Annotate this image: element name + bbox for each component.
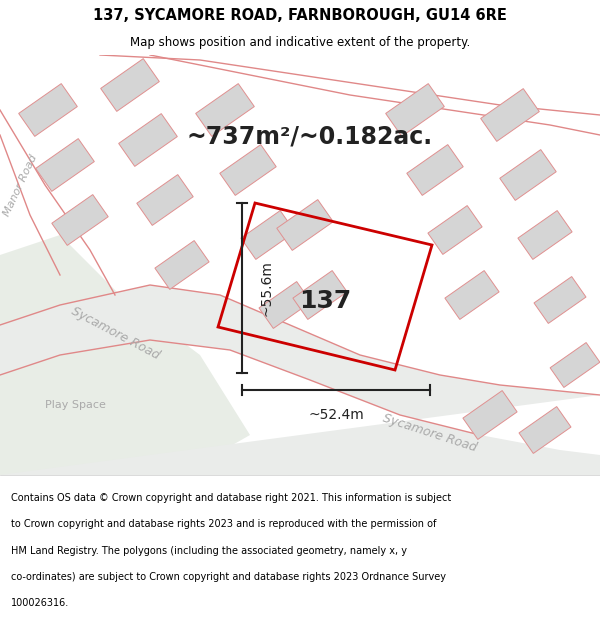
Text: ~55.6m: ~55.6m <box>260 260 274 316</box>
Text: 100026316.: 100026316. <box>11 598 69 608</box>
Text: Contains OS data © Crown copyright and database right 2021. This information is : Contains OS data © Crown copyright and d… <box>11 493 451 503</box>
Polygon shape <box>293 271 347 319</box>
Text: ~737m²/~0.182ac.: ~737m²/~0.182ac. <box>187 125 433 149</box>
Text: Sycamore Road: Sycamore Road <box>382 412 479 454</box>
Text: co-ordinates) are subject to Crown copyright and database rights 2023 Ordnance S: co-ordinates) are subject to Crown copyr… <box>11 572 446 582</box>
Polygon shape <box>386 84 445 136</box>
Polygon shape <box>119 114 178 166</box>
Polygon shape <box>428 206 482 254</box>
Polygon shape <box>137 174 193 226</box>
Text: Map shows position and indicative extent of the property.: Map shows position and indicative extent… <box>130 36 470 49</box>
Text: 137: 137 <box>299 289 351 313</box>
Text: HM Land Registry. The polygons (including the associated geometry, namely x, y: HM Land Registry. The polygons (includin… <box>11 546 407 556</box>
Polygon shape <box>463 391 517 439</box>
Polygon shape <box>19 84 77 136</box>
Polygon shape <box>220 144 276 196</box>
Text: Play Space: Play Space <box>44 400 106 410</box>
Text: Sycamore Road: Sycamore Road <box>68 304 161 362</box>
Polygon shape <box>518 211 572 259</box>
Polygon shape <box>500 149 556 201</box>
Polygon shape <box>407 144 463 196</box>
Polygon shape <box>196 84 254 136</box>
Polygon shape <box>52 194 108 246</box>
Polygon shape <box>155 241 209 289</box>
Polygon shape <box>519 407 571 453</box>
Polygon shape <box>277 199 333 251</box>
Polygon shape <box>445 271 499 319</box>
Polygon shape <box>35 139 94 191</box>
Polygon shape <box>259 282 311 328</box>
Polygon shape <box>101 59 160 111</box>
Polygon shape <box>550 342 600 388</box>
Polygon shape <box>241 211 295 259</box>
Polygon shape <box>0 285 600 475</box>
Text: to Crown copyright and database rights 2023 and is reproduced with the permissio: to Crown copyright and database rights 2… <box>11 519 436 529</box>
Text: Manor Road: Manor Road <box>1 152 38 218</box>
Polygon shape <box>0 235 250 475</box>
Polygon shape <box>534 277 586 323</box>
Text: 137, SYCAMORE ROAD, FARNBOROUGH, GU14 6RE: 137, SYCAMORE ROAD, FARNBOROUGH, GU14 6R… <box>93 8 507 23</box>
Text: ~52.4m: ~52.4m <box>308 408 364 422</box>
Polygon shape <box>481 89 539 141</box>
